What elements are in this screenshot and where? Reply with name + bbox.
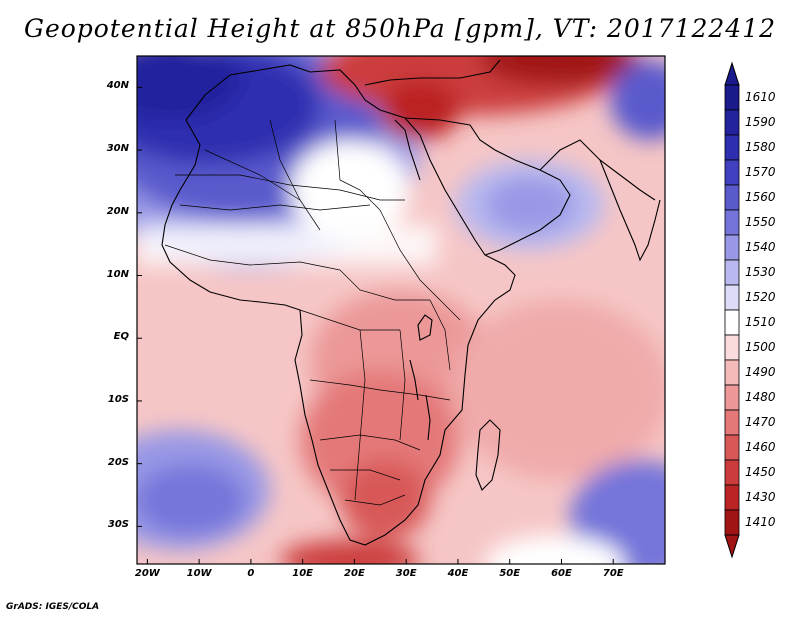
colorbar-swatch [724,384,740,411]
lat-label: 30S [107,519,129,531]
plot-frame [136,55,666,565]
colorbar-swatch [724,259,740,286]
colorbar-label: 1580 [745,139,776,154]
colorbar-label: 1540 [745,239,776,254]
colorbar-top-arrow [724,61,740,86]
colorbar-label: 1530 [745,264,776,279]
colorbar-bottom-arrow [724,534,740,559]
lat-label: 20S [107,456,129,468]
coastlines [161,59,661,546]
colorbar-label: 1480 [745,389,776,404]
colorbar-label: 1410 [745,514,776,529]
colorbar-label: 1590 [745,114,776,129]
colorbar-swatch [724,359,740,386]
colorbar-swatch [724,234,740,261]
colorbar-label: 1520 [745,289,776,304]
lon-label: 10W [186,568,212,579]
lat-label: 30N [106,143,129,155]
height-field [137,56,665,564]
colorbar-swatch [724,209,740,236]
colorbar-swatch [724,459,740,486]
colorbar-swatch [724,409,740,436]
colorbar-swatch [724,334,740,361]
lat-label: 10S [107,393,129,405]
colorbar-swatch [724,434,740,461]
colorbar-swatch [724,184,740,211]
map-title: Geopotential Height at 850hPa [gpm], VT:… [23,14,777,43]
axis-ticks [137,86,614,564]
colorbar-swatch [724,109,740,136]
lat-label: EQ [113,331,129,343]
colorbar-label: 1450 [745,464,776,479]
colorbar-label: 1550 [745,214,776,229]
colorbar-label: 1460 [745,439,776,454]
footer-credit: GrADS: IGES/COLA [6,602,100,612]
lat-label: 10N [106,268,129,280]
lon-label: 20E [344,568,365,579]
colorbar-swatch [724,509,740,536]
colorbar [724,61,740,559]
colorbar-label: 1560 [745,189,776,204]
colorbar-label: 1610 [745,89,776,104]
colorbar-label: 1490 [745,364,776,379]
colorbar-swatch [724,284,740,311]
colorbar-swatch [724,134,740,161]
lon-label: 30E [395,568,417,579]
country-borders [164,119,461,506]
colorbar-swatch [724,484,740,511]
colorbar-label: 1510 [745,314,776,329]
lon-label: 50E [499,568,521,579]
colorbar-swatch [724,309,740,336]
colorbar-label: 1500 [745,339,776,354]
lat-label: 20N [106,205,129,217]
lon-label: 20W [134,568,160,579]
colorbar-swatch [724,84,740,111]
colorbar-label: 1470 [745,414,776,429]
lon-label: 10E [292,568,314,579]
colorbar-swatch [724,159,740,186]
lon-label: 40E [447,568,469,579]
colorbar-label: 1570 [745,164,776,179]
colorbar-label: 1430 [745,489,776,504]
lon-label: 70E [602,568,624,579]
lon-label: 60E [551,568,572,579]
lon-label: 0 [247,568,255,579]
lat-label: 40N [106,80,129,92]
